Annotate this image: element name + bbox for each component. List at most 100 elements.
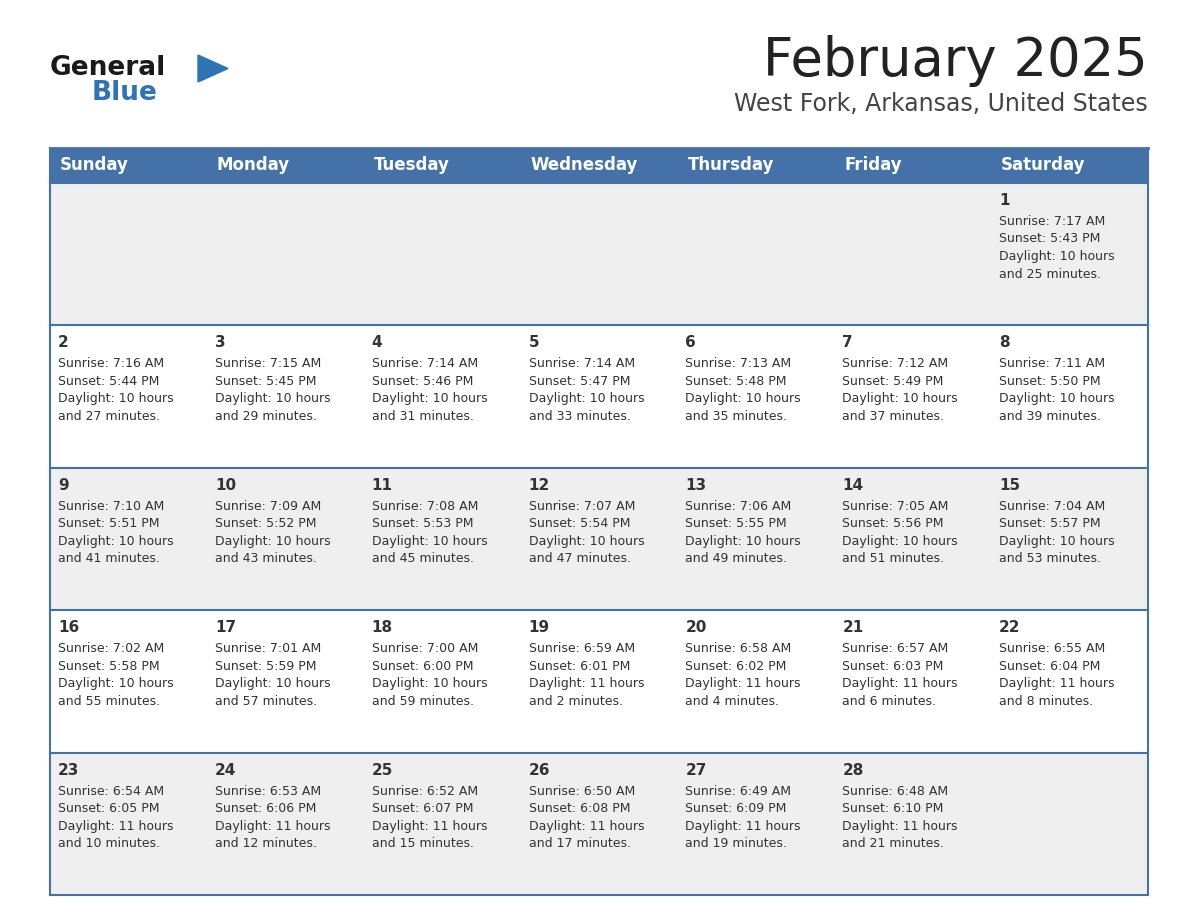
Text: Sunrise: 7:06 AM: Sunrise: 7:06 AM [685, 499, 791, 513]
Text: Sunrise: 7:04 AM: Sunrise: 7:04 AM [999, 499, 1105, 513]
Text: Sunset: 5:53 PM: Sunset: 5:53 PM [372, 518, 473, 531]
Text: 9: 9 [58, 477, 69, 493]
Text: 6: 6 [685, 335, 696, 351]
Text: 20: 20 [685, 621, 707, 635]
Text: Sunrise: 7:14 AM: Sunrise: 7:14 AM [372, 357, 478, 370]
Text: 5: 5 [529, 335, 539, 351]
Text: Daylight: 10 hours: Daylight: 10 hours [372, 392, 487, 406]
Text: Sunset: 6:00 PM: Sunset: 6:00 PM [372, 660, 473, 673]
Text: Sunrise: 7:01 AM: Sunrise: 7:01 AM [215, 643, 321, 655]
Text: Sunset: 6:07 PM: Sunset: 6:07 PM [372, 802, 473, 815]
Text: 10: 10 [215, 477, 236, 493]
Text: and 15 minutes.: and 15 minutes. [372, 837, 474, 850]
Text: and 17 minutes.: and 17 minutes. [529, 837, 631, 850]
Text: Sunset: 6:02 PM: Sunset: 6:02 PM [685, 660, 786, 673]
Text: Daylight: 10 hours: Daylight: 10 hours [685, 392, 801, 406]
Text: Sunrise: 6:58 AM: Sunrise: 6:58 AM [685, 643, 791, 655]
Text: 23: 23 [58, 763, 80, 778]
Text: and 43 minutes.: and 43 minutes. [215, 553, 317, 565]
Text: and 6 minutes.: and 6 minutes. [842, 695, 936, 708]
Text: Daylight: 10 hours: Daylight: 10 hours [58, 392, 173, 406]
Text: Daylight: 11 hours: Daylight: 11 hours [215, 820, 330, 833]
Text: Daylight: 10 hours: Daylight: 10 hours [215, 535, 330, 548]
Text: 11: 11 [372, 477, 393, 493]
Text: and 35 minutes.: and 35 minutes. [685, 410, 788, 423]
Text: Sunrise: 7:10 AM: Sunrise: 7:10 AM [58, 499, 164, 513]
Text: Sunset: 5:50 PM: Sunset: 5:50 PM [999, 375, 1101, 388]
Text: Daylight: 11 hours: Daylight: 11 hours [685, 677, 801, 690]
Text: 24: 24 [215, 763, 236, 778]
Text: and 55 minutes.: and 55 minutes. [58, 695, 160, 708]
Text: 18: 18 [372, 621, 393, 635]
Text: Sunset: 5:56 PM: Sunset: 5:56 PM [842, 518, 943, 531]
Text: Daylight: 11 hours: Daylight: 11 hours [685, 820, 801, 833]
Text: Sunset: 6:08 PM: Sunset: 6:08 PM [529, 802, 630, 815]
Text: Daylight: 11 hours: Daylight: 11 hours [372, 820, 487, 833]
Text: Sunrise: 7:14 AM: Sunrise: 7:14 AM [529, 357, 634, 370]
Text: Sunset: 5:54 PM: Sunset: 5:54 PM [529, 518, 630, 531]
Text: 27: 27 [685, 763, 707, 778]
Text: 26: 26 [529, 763, 550, 778]
Text: Thursday: Thursday [688, 156, 773, 174]
Text: Sunrise: 7:07 AM: Sunrise: 7:07 AM [529, 499, 634, 513]
Text: 14: 14 [842, 477, 864, 493]
Text: 15: 15 [999, 477, 1020, 493]
Text: Daylight: 10 hours: Daylight: 10 hours [842, 535, 958, 548]
Text: Blue: Blue [91, 80, 158, 106]
Text: Daylight: 10 hours: Daylight: 10 hours [999, 535, 1114, 548]
Text: General: General [50, 55, 166, 81]
Text: Sunset: 5:46 PM: Sunset: 5:46 PM [372, 375, 473, 388]
Text: Daylight: 10 hours: Daylight: 10 hours [842, 392, 958, 406]
Text: 22: 22 [999, 621, 1020, 635]
Text: Sunrise: 6:50 AM: Sunrise: 6:50 AM [529, 785, 634, 798]
Bar [50, 148, 1148, 183]
Bar [50, 183, 1148, 325]
Text: Sunrise: 7:12 AM: Sunrise: 7:12 AM [842, 357, 948, 370]
Text: Sunset: 5:43 PM: Sunset: 5:43 PM [999, 232, 1100, 245]
Text: and 45 minutes.: and 45 minutes. [372, 553, 474, 565]
Text: Sunrise: 6:55 AM: Sunrise: 6:55 AM [999, 643, 1105, 655]
Text: Daylight: 11 hours: Daylight: 11 hours [58, 820, 173, 833]
Text: Sunset: 5:55 PM: Sunset: 5:55 PM [685, 518, 788, 531]
Text: Daylight: 11 hours: Daylight: 11 hours [529, 677, 644, 690]
Text: and 2 minutes.: and 2 minutes. [529, 695, 623, 708]
Text: Sunset: 5:57 PM: Sunset: 5:57 PM [999, 518, 1101, 531]
Text: Sunset: 6:01 PM: Sunset: 6:01 PM [529, 660, 630, 673]
Text: 2: 2 [58, 335, 69, 351]
Text: Sunset: 5:51 PM: Sunset: 5:51 PM [58, 518, 159, 531]
Text: Sunset: 5:44 PM: Sunset: 5:44 PM [58, 375, 159, 388]
Text: Daylight: 10 hours: Daylight: 10 hours [372, 677, 487, 690]
Text: and 8 minutes.: and 8 minutes. [999, 695, 1093, 708]
Text: and 4 minutes.: and 4 minutes. [685, 695, 779, 708]
Text: Sunrise: 7:00 AM: Sunrise: 7:00 AM [372, 643, 478, 655]
Text: 25: 25 [372, 763, 393, 778]
Text: Sunrise: 7:08 AM: Sunrise: 7:08 AM [372, 499, 478, 513]
Text: Daylight: 11 hours: Daylight: 11 hours [529, 820, 644, 833]
Bar [50, 325, 1148, 468]
Text: and 41 minutes.: and 41 minutes. [58, 553, 160, 565]
Text: 8: 8 [999, 335, 1010, 351]
Text: 3: 3 [215, 335, 226, 351]
Text: 1: 1 [999, 193, 1010, 208]
Text: Monday: Monday [217, 156, 290, 174]
Text: Daylight: 10 hours: Daylight: 10 hours [999, 250, 1114, 263]
Text: and 21 minutes.: and 21 minutes. [842, 837, 944, 850]
Text: and 51 minutes.: and 51 minutes. [842, 553, 944, 565]
Text: Daylight: 11 hours: Daylight: 11 hours [842, 677, 958, 690]
Text: Daylight: 10 hours: Daylight: 10 hours [685, 535, 801, 548]
Text: Sunrise: 7:13 AM: Sunrise: 7:13 AM [685, 357, 791, 370]
Text: and 12 minutes.: and 12 minutes. [215, 837, 317, 850]
Text: Sunrise: 6:59 AM: Sunrise: 6:59 AM [529, 643, 634, 655]
Text: West Fork, Arkansas, United States: West Fork, Arkansas, United States [734, 92, 1148, 116]
Text: Daylight: 10 hours: Daylight: 10 hours [372, 535, 487, 548]
Text: 4: 4 [372, 335, 383, 351]
Text: Friday: Friday [845, 156, 902, 174]
Bar [50, 610, 1148, 753]
Text: Sunset: 5:49 PM: Sunset: 5:49 PM [842, 375, 943, 388]
Text: and 19 minutes.: and 19 minutes. [685, 837, 788, 850]
Text: 16: 16 [58, 621, 80, 635]
Text: 19: 19 [529, 621, 550, 635]
Text: and 57 minutes.: and 57 minutes. [215, 695, 317, 708]
Text: Daylight: 11 hours: Daylight: 11 hours [842, 820, 958, 833]
Text: Sunset: 6:09 PM: Sunset: 6:09 PM [685, 802, 786, 815]
